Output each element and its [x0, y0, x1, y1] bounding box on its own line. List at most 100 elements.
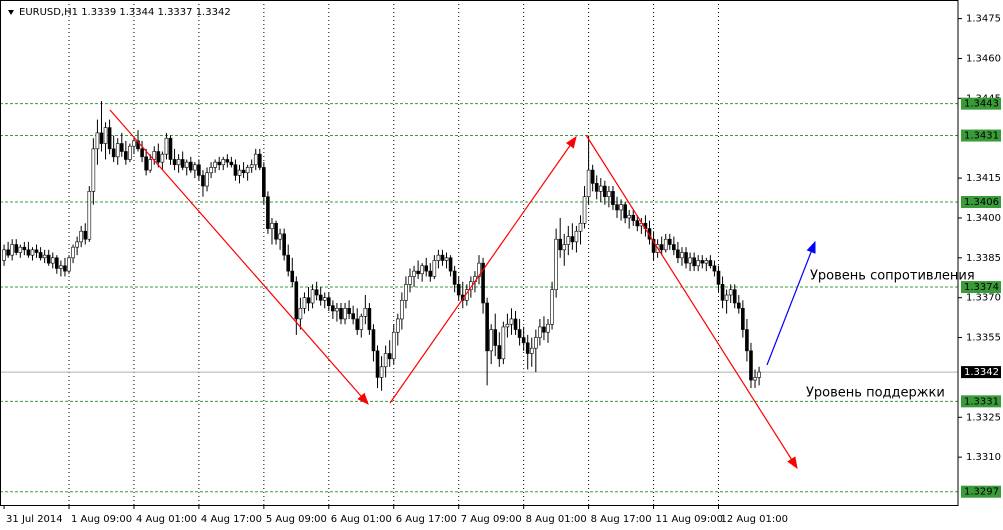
candle-body [87, 191, 92, 240]
x-tick-label: 4 Aug 01:00 [136, 514, 197, 525]
candle-body [59, 265, 63, 269]
candle-body [318, 294, 323, 301]
candle-body [193, 164, 197, 171]
candle-body [741, 308, 745, 330]
candle-body [456, 284, 461, 296]
candle-body [680, 252, 684, 259]
candle-body [598, 185, 603, 192]
candle-body [732, 289, 737, 304]
level-label: 1.3331 [964, 396, 999, 407]
x-tick-label: 7 Aug 09:00 [461, 514, 522, 525]
candle-body [517, 329, 522, 338]
candle-body [391, 331, 396, 360]
annotation: Уровень сопротивления [810, 269, 975, 284]
x-tick-label: 31 Jul 2014 [6, 514, 63, 525]
candle-body [586, 169, 591, 197]
candle-body [594, 183, 599, 192]
x-tick-label: 8 Aug 01:00 [526, 514, 587, 525]
candle-body [663, 238, 668, 251]
levels [0, 103, 958, 493]
last-price-bg [961, 366, 1001, 379]
candle-body [148, 159, 152, 171]
candle-body [611, 191, 615, 205]
candle-body [184, 161, 189, 168]
x-tick-label: 12 Aug 01:00 [721, 514, 788, 525]
candle-body [704, 260, 709, 264]
candle-body [651, 238, 656, 253]
candle-body [424, 265, 429, 272]
x-tick-label: 8 Aug 17:00 [591, 514, 652, 525]
candle-body [172, 159, 177, 166]
candle-body [26, 249, 31, 256]
plot-frame [0, 0, 959, 506]
candle-body [615, 204, 619, 211]
candle-body [383, 353, 388, 368]
candle-body [38, 252, 43, 259]
candle-body [34, 249, 39, 253]
level-label-bg [961, 395, 1001, 408]
candles [2, 101, 761, 391]
candle-body [676, 249, 680, 259]
candle-body [367, 308, 372, 330]
candle-body [225, 159, 230, 163]
candle-body [266, 196, 270, 229]
symbol-toggle[interactable] [8, 10, 14, 15]
candle-body [278, 233, 282, 240]
candle-body [67, 257, 71, 272]
candle-body [103, 127, 108, 144]
candle-body [205, 172, 209, 187]
candle-body [314, 289, 319, 296]
candle-body [716, 270, 721, 285]
candle-body [257, 153, 262, 168]
candle-body [331, 305, 335, 312]
candle-body [302, 297, 307, 309]
trend-arrow [585, 134, 798, 470]
level-label-bg [961, 281, 1001, 294]
candle-body [485, 302, 489, 352]
level-label-bg [961, 97, 1001, 110]
candle-body [327, 297, 331, 306]
candle-body [757, 371, 761, 378]
candle-body [197, 164, 201, 176]
candle-body [221, 159, 226, 166]
candle-body [213, 161, 217, 168]
candle-body [363, 308, 368, 317]
candle-body [30, 249, 35, 256]
candle-body [274, 222, 278, 240]
candle-body [672, 244, 676, 251]
candle-body [217, 161, 222, 166]
candle-body [554, 238, 558, 291]
candle-body [347, 308, 351, 314]
candle-body [684, 252, 688, 264]
candle-body [542, 326, 546, 333]
candle-body [505, 323, 510, 328]
candle-body [513, 318, 518, 330]
candle-body [18, 246, 23, 253]
level-label: 1.3406 [964, 197, 999, 208]
candle-body [736, 302, 741, 309]
candle-body [578, 222, 583, 232]
candle-body [404, 284, 408, 301]
candle-body [745, 329, 749, 352]
candle-body [249, 164, 254, 168]
candle-body [728, 289, 733, 296]
candle-body [493, 329, 498, 346]
candle-body [201, 175, 205, 187]
candle-body [700, 260, 705, 264]
candle-body [2, 249, 6, 261]
candle-body [124, 151, 128, 160]
candle-body [692, 257, 696, 267]
candle-body [42, 254, 47, 259]
candle-body [416, 270, 420, 275]
x-tick-label: 4 Aug 17:00 [201, 514, 262, 525]
candle-body [749, 350, 753, 381]
candle-body [152, 151, 157, 160]
y-tick-label: 1.3355 [966, 333, 1001, 344]
candle-body [448, 257, 453, 272]
y-tick-label: 1.3460 [966, 53, 1001, 64]
candle-body [546, 323, 550, 333]
candle-body [501, 326, 506, 360]
candle-body [712, 265, 717, 272]
